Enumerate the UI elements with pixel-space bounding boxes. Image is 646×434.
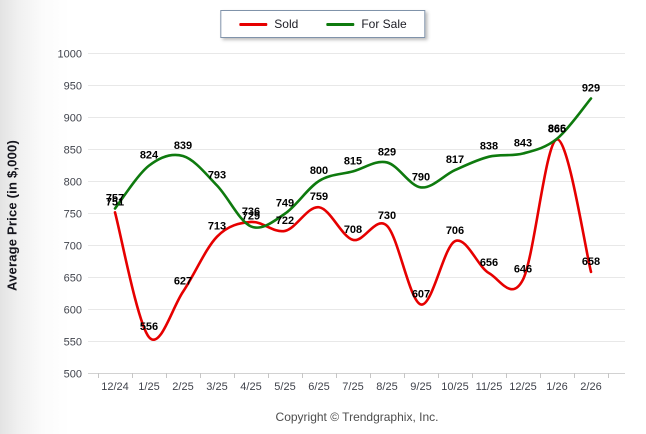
y-tick-label: 600: [64, 305, 82, 317]
for-sale-data-label: 929: [582, 82, 600, 94]
sold-data-label: 627: [174, 276, 192, 288]
x-tick-label: 2/26: [580, 381, 601, 393]
for-sale-data-label: 729: [242, 210, 260, 222]
for-sale-data-label: 824: [140, 150, 159, 162]
for-sale-data-label: 749: [276, 198, 294, 210]
y-tick-label: 800: [64, 177, 82, 189]
sold-data-label: 708: [344, 224, 362, 236]
x-tick-label: 12/25: [509, 381, 537, 393]
copyright-text: Copyright © Trendgraphix, Inc.: [275, 410, 439, 424]
legend-item-sold: Sold: [239, 17, 298, 31]
sold-data-label: 736: [242, 206, 260, 218]
y-tick-label: 850: [64, 145, 82, 157]
sold-data-label: 713: [208, 221, 226, 233]
legend-label-sold: Sold: [274, 17, 299, 31]
x-tick-label: 8/25: [376, 381, 397, 393]
for-sale-data-label: 815: [344, 155, 362, 167]
sold-line-swatch: [239, 22, 268, 26]
chart-legend: Sold For Sale: [220, 10, 426, 38]
sold-data-label: 759: [310, 191, 328, 203]
sold-data-label: 722: [276, 215, 294, 227]
x-tick-label: 4/25: [240, 381, 261, 393]
sold-data-label: 656: [480, 257, 498, 269]
for-sale-data-label: 843: [514, 137, 532, 149]
x-tick-label: 1/25: [138, 381, 159, 393]
x-tick-label: 10/25: [441, 381, 469, 393]
x-tick-label: 6/25: [308, 381, 329, 393]
y-tick-label: 650: [64, 273, 82, 285]
x-tick-label: 5/25: [274, 381, 295, 393]
x-tick-label: 1/26: [546, 381, 567, 393]
y-tick-label: 750: [64, 209, 82, 221]
y-tick-label: 700: [64, 241, 82, 253]
series-path-sold: [113, 138, 593, 341]
for-sale-data-label: 866: [548, 123, 566, 135]
legend-item-for-sale: For Sale: [326, 17, 407, 31]
sold-data-label: 646: [514, 264, 532, 276]
x-tick-label: 12/24: [101, 381, 129, 393]
series-path-for-sale: [113, 97, 593, 229]
y-tick-label: 900: [64, 113, 82, 125]
sold-data-label: 730: [378, 210, 396, 222]
sold-data-label: 751: [106, 196, 124, 208]
for-sale-data-label: 829: [378, 146, 396, 158]
sold-data-label: 556: [140, 321, 158, 333]
sold-data-label: 706: [446, 225, 464, 237]
for-sale-data-label: 793: [208, 169, 226, 181]
for-sale-data-label: 838: [480, 141, 498, 153]
for-sale-data-label: 800: [310, 165, 328, 177]
y-tick-label: 1000: [58, 49, 82, 61]
legend-label-for-sale: For Sale: [361, 17, 407, 31]
x-tick-label: 2/25: [172, 381, 193, 393]
y-tick-label: 500: [64, 369, 82, 381]
x-tick-label: 3/25: [206, 381, 227, 393]
for-sale-data-label: 757: [106, 193, 124, 205]
x-tick-label: 7/25: [342, 381, 363, 393]
y-axis-title: Average Price (in $,000): [4, 139, 20, 291]
for-sale-data-label: 817: [446, 154, 464, 166]
sold-data-label: 607: [412, 289, 430, 301]
sold-data-label: 658: [582, 256, 600, 268]
for-sale-data-label: 839: [174, 140, 192, 152]
y-tick-label: 950: [64, 81, 82, 93]
for-sale-line-swatch: [326, 22, 355, 26]
x-tick-label: 11/25: [476, 381, 503, 393]
y-tick-label: 550: [64, 337, 82, 349]
x-tick-label: 9/25: [410, 381, 431, 393]
for-sale-data-label: 790: [412, 171, 430, 183]
sold-data-label: 865: [548, 123, 566, 135]
